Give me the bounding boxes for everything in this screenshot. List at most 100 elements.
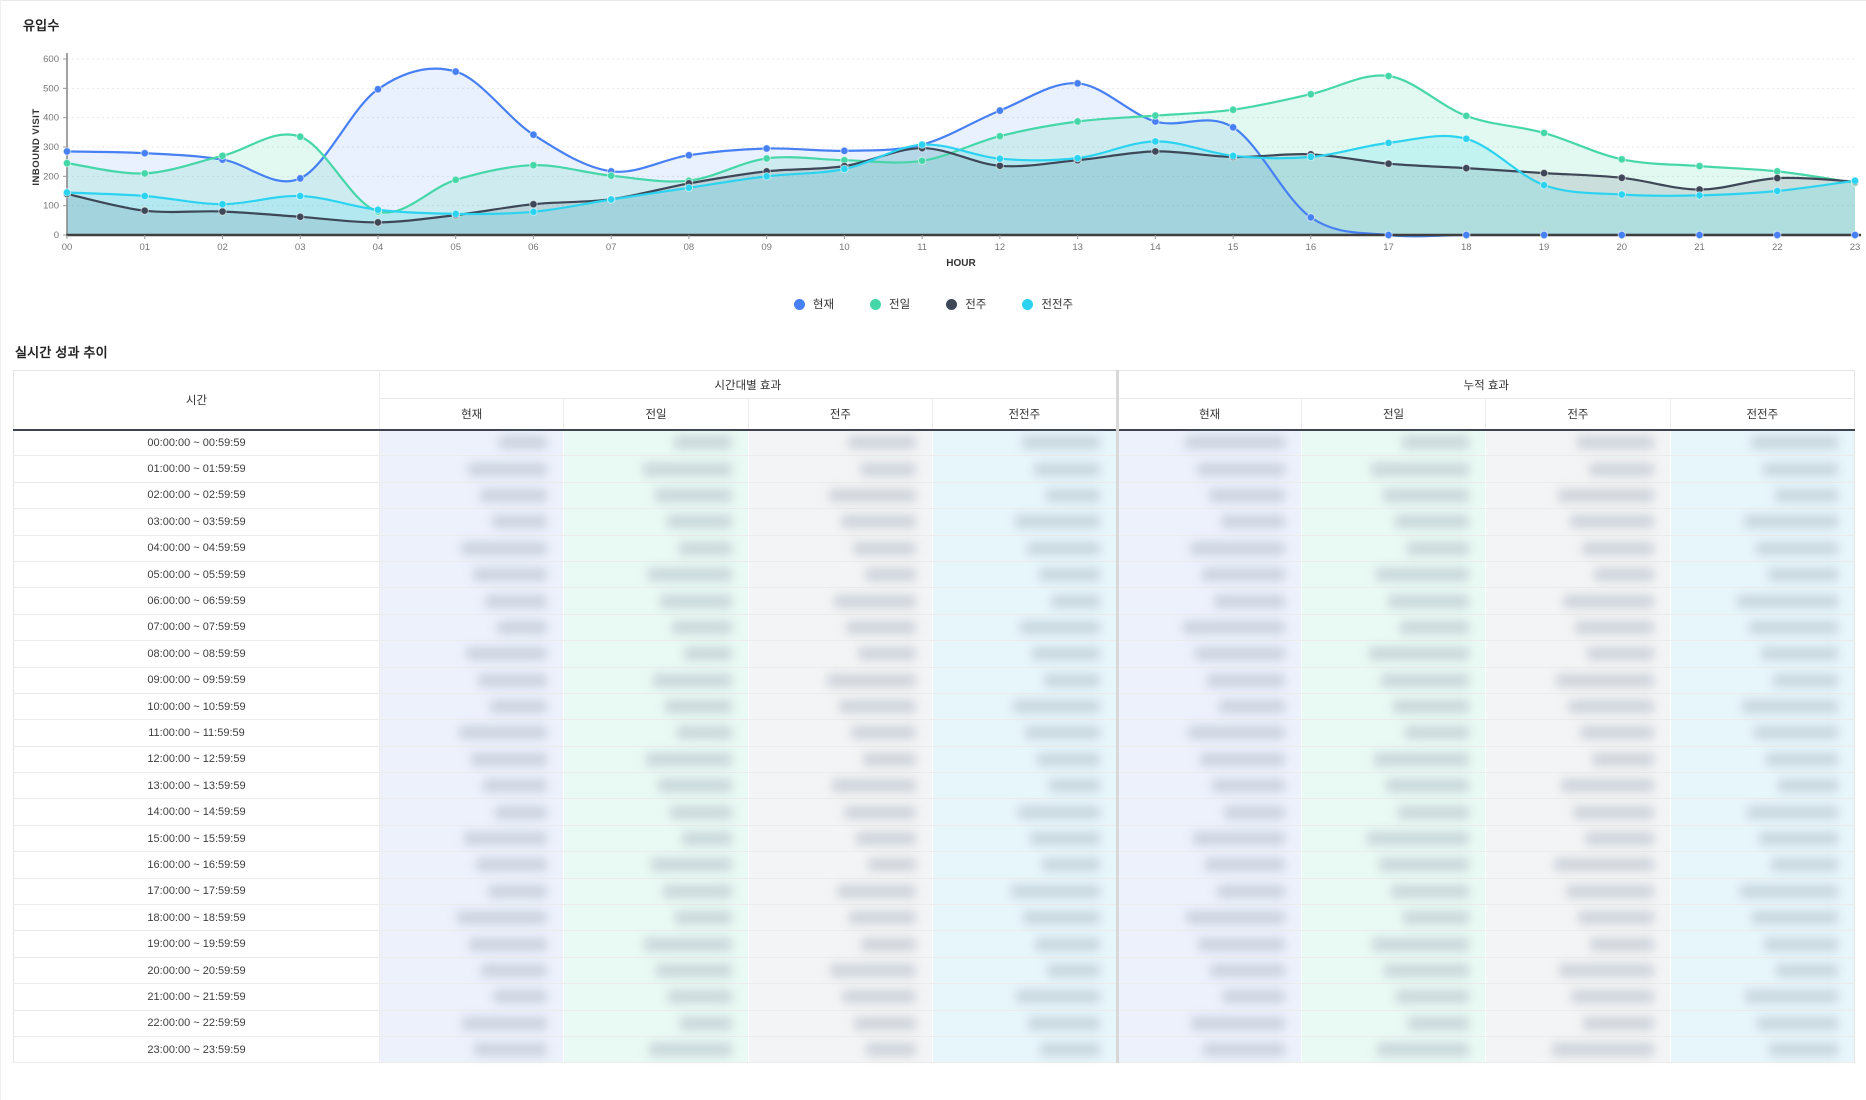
performance-table: 시간 시간대별 효과 누적 효과 현재 전일 전주 전전주 현재 전일 전주 전전주 00:00:0… [13,370,1855,1064]
data-point-현재-22 [1773,230,1782,240]
redacted-value [1551,1043,1654,1057]
legend-item-0[interactable]: 현재 [793,296,834,312]
redacted-value [1756,541,1838,555]
redacted-value [497,620,548,634]
value-cell [1485,429,1671,457]
data-point-전전주-20 [1617,190,1626,199]
value-cell [1485,587,1671,615]
value-cell [378,1036,564,1064]
table-row: 20:00:00 ~ 20:59:59 [13,957,1855,985]
data-point-전주-19 [1539,168,1549,178]
value-cell [1300,587,1486,615]
value-cell [932,1010,1117,1037]
redacted-value [1557,488,1654,502]
x-tick-label: 15 [1228,242,1239,253]
legend-label: 전일 [889,299,911,311]
redacted-value [1029,832,1100,846]
redacted-value [1558,964,1654,977]
redacted-value [858,647,917,661]
value-cell [747,878,933,906]
data-point-전주-3 [296,212,305,222]
redacted-value [1775,488,1838,502]
value-cell [932,1036,1117,1064]
redacted-value [1379,858,1470,872]
data-point-전일-15 [1228,105,1238,114]
value-cell [1300,614,1486,642]
value-cell [563,667,749,694]
value-cell [378,640,564,668]
redacted-value [1208,488,1285,502]
redacted-value [1187,726,1285,740]
redacted-value [851,726,917,740]
value-cell [378,719,564,747]
redacted-value [1562,594,1654,608]
value-cell [1115,957,1302,985]
data-point-전전주-11 [917,140,927,149]
redacted-value [679,1016,732,1030]
value-cell [1115,667,1302,694]
value-cell [378,667,564,694]
redacted-value [495,805,548,819]
data-point-전일-13 [1073,117,1082,126]
value-cell [378,535,564,562]
value-cell [932,614,1117,642]
group-header-1: 누적 효과 [1115,370,1855,399]
redacted-value [488,884,548,898]
data-point-전전주-2 [218,200,227,209]
inbound-chart-card: 유입수 0 100 200 300 400 500 600 00 01 02 03 04 05 06 07 0… [1,1,1866,312]
redacted-value [1766,752,1838,766]
redacted-value [1759,832,1838,846]
legend-dot-icon [1022,298,1034,310]
value-cell [932,746,1117,774]
value-cell [747,957,933,985]
value-cell [563,482,749,510]
value-cell [1300,930,1486,958]
value-cell [1669,983,1855,1011]
value-cell [563,746,749,774]
value-cell [1669,455,1855,483]
redacted-value [1048,779,1100,793]
data-point-전일-2 [218,151,227,161]
redacted-value [1391,884,1470,898]
value-cell [1115,561,1302,589]
legend-item-3[interactable]: 전전주 [1022,296,1073,312]
redacted-value [1773,673,1838,687]
value-cell [1485,1010,1671,1037]
value-cell [563,1036,749,1064]
value-cell [747,930,933,958]
redacted-value [860,462,917,476]
redacted-value [1400,620,1470,634]
data-point-현재-0 [62,147,72,156]
legend-label: 전주 [965,299,987,311]
data-point-전주-6 [529,200,538,209]
redacted-value [1572,805,1654,819]
redacted-value [1752,911,1838,925]
redacted-value [474,1043,548,1057]
legend-item-2[interactable]: 전주 [946,296,986,312]
x-tick-label: 05 [450,242,461,253]
redacted-value [1776,964,1838,977]
value-cell [1669,1036,1855,1064]
data-point-전주-12 [995,161,1005,170]
table-row: 23:00:00 ~ 23:59:59 [13,1036,1855,1064]
redacted-value [1190,1016,1285,1030]
redacted-value [1737,594,1838,608]
data-point-현재-12 [995,106,1005,115]
value-cell [1485,455,1671,483]
data-point-전전주-15 [1228,151,1238,161]
legend-item-1[interactable]: 전일 [870,296,910,312]
redacted-value [662,884,732,898]
redacted-value [1213,594,1285,608]
legend-dot-icon [870,298,882,310]
redacted-value [1742,700,1838,714]
redacted-value [499,436,548,450]
value-cell [1115,587,1302,615]
redacted-value [676,726,732,740]
redacted-value [863,752,917,766]
redacted-value [1384,964,1470,977]
redacted-value [1021,436,1100,450]
data-point-전일-11 [917,156,927,165]
redacted-value [1383,488,1470,502]
value-cell [1115,429,1302,457]
redacted-value [666,515,732,529]
